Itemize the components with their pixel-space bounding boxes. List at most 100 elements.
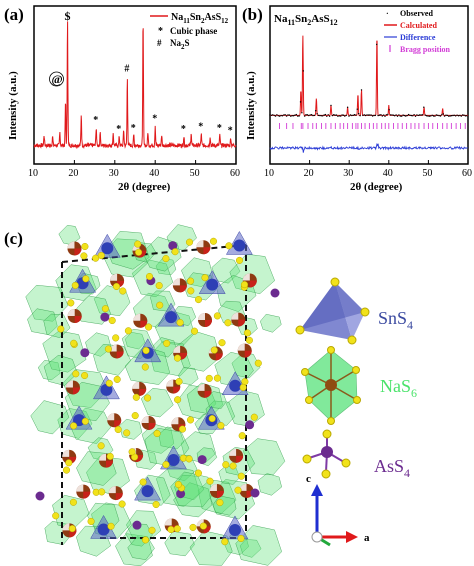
nas6-polyhedron (155, 257, 177, 276)
nas6-polyhedron (178, 367, 199, 385)
panel-b-observed-point (378, 114, 381, 116)
s-atom (106, 452, 114, 460)
panel-b-observed-point (455, 115, 457, 117)
panel-b-observed-point (452, 114, 454, 117)
s-atom (81, 371, 89, 380)
panel-b-observed-point (371, 115, 374, 117)
panel-b-observed-point (309, 114, 311, 116)
panel-b-legend-observed-marker: · (386, 9, 389, 18)
panel-b-observed-point (374, 114, 376, 117)
na-atom-occupancy-part (244, 350, 252, 358)
panel-b-observed-point (389, 114, 392, 116)
na-atom-vacancy-part (197, 383, 205, 391)
panel-b-observed-point (466, 115, 468, 117)
s-atom (71, 281, 79, 289)
panel-b-observed-point (301, 112, 303, 114)
panel-a-label: (a) (4, 5, 24, 24)
na-atom-occupancy-part (238, 319, 246, 327)
panel-b-observed-point (344, 115, 346, 117)
panel-a-pattern-line (33, 21, 237, 150)
panel-b-xtick-label: 60 (462, 168, 472, 179)
panel-b-observed-point (306, 114, 309, 116)
panel-b-observed-point (413, 114, 415, 116)
nas6-polyhedron (260, 313, 282, 333)
panel-b-observed-point (284, 114, 286, 116)
panel-b-observed-point (434, 115, 436, 117)
panel-b-observed-point (308, 114, 310, 117)
panel-b-ylabel: Intensity (a.u.) (245, 71, 257, 140)
panel-b-observed-point (412, 115, 414, 117)
panel-b-observed-point (292, 115, 295, 117)
panel-b-observed-point (417, 114, 419, 117)
na-atom-occupancy-part (179, 285, 187, 293)
panel-a-xtick-label: 30 (109, 168, 119, 179)
na-atom-occupancy-part (83, 491, 91, 499)
panel-a-legend-series: Na11Sn2AsS12 (171, 12, 229, 25)
s-atom (243, 329, 251, 337)
panel-b-legend-calculated: Calculated (400, 21, 437, 30)
na-atom-vacancy-part (231, 312, 239, 320)
panel-b-observed-point (360, 89, 363, 91)
na-atom-vacancy-part (62, 523, 70, 531)
s-atom (229, 462, 237, 470)
s-atom (174, 480, 182, 489)
s-atom (142, 346, 150, 355)
s-atom (235, 256, 244, 264)
panel-b-observed-point (383, 114, 385, 116)
panel-b-observed-point (299, 101, 302, 103)
na-atom-occupancy-part (205, 320, 213, 328)
panel-b-observed-point (340, 115, 342, 117)
panel-b-observed-point (334, 114, 336, 116)
nas6-polyhedron (37, 359, 61, 381)
na-atom-occupancy-part (140, 320, 148, 328)
panel-a-ylabel: Intensity (a.u.) (7, 71, 19, 140)
s-atom (144, 394, 152, 402)
panel-b-observed-point (305, 114, 307, 116)
sn-atom (229, 379, 242, 392)
s-atom (62, 466, 71, 474)
ass4-unit-icon (302, 429, 351, 479)
s-atom (173, 354, 182, 362)
panel-a-peak-marker: * (131, 123, 136, 134)
panel-c: (c) SnS4 (0, 200, 474, 566)
panel-b-observed-point (294, 114, 296, 116)
s-atom (92, 254, 100, 262)
nas6-polyhedron-icon (301, 346, 361, 425)
s-atom (175, 378, 183, 386)
panel-b-observed-point (273, 114, 275, 117)
s-atom (101, 305, 109, 313)
s-atom (245, 336, 253, 344)
as-atom (168, 241, 178, 251)
na-atom-vacancy-part (171, 417, 179, 425)
panel-b-observed-point (274, 115, 277, 117)
s-atom (218, 339, 226, 347)
s-atom (123, 429, 131, 437)
na-atom-occupancy-part (236, 455, 244, 463)
s-atom (178, 425, 187, 433)
nas6-polyhedron (164, 531, 195, 557)
panel-b-observed-point (399, 115, 401, 117)
s-atom (194, 469, 202, 477)
panel-b-observed-point (394, 115, 396, 117)
s-atom (224, 319, 232, 327)
as-atom (100, 312, 110, 322)
s-atom (189, 523, 197, 531)
na-atom-vacancy-part (99, 453, 107, 461)
nas6-polyhedron (140, 387, 174, 418)
panel-b-observed-point (424, 114, 426, 116)
s-atom (162, 255, 170, 263)
s-atom (145, 272, 154, 281)
s-atom (217, 422, 225, 430)
panel-b-observed-point (316, 113, 318, 115)
panel-b-observed-point (353, 114, 356, 116)
na-atom-vacancy-part (229, 448, 237, 456)
panel-b-observed-point (373, 114, 375, 117)
panel-b-observed-point (449, 115, 451, 117)
panel-b-observed-point (463, 114, 465, 116)
panel-b-observed-point (448, 115, 450, 117)
panel-a-peak-marker: * (181, 124, 186, 135)
sn-atom (206, 278, 219, 291)
na-atom-occupancy-part (216, 491, 224, 499)
s-atom (201, 274, 209, 282)
panel-b-observed-point (283, 114, 285, 116)
